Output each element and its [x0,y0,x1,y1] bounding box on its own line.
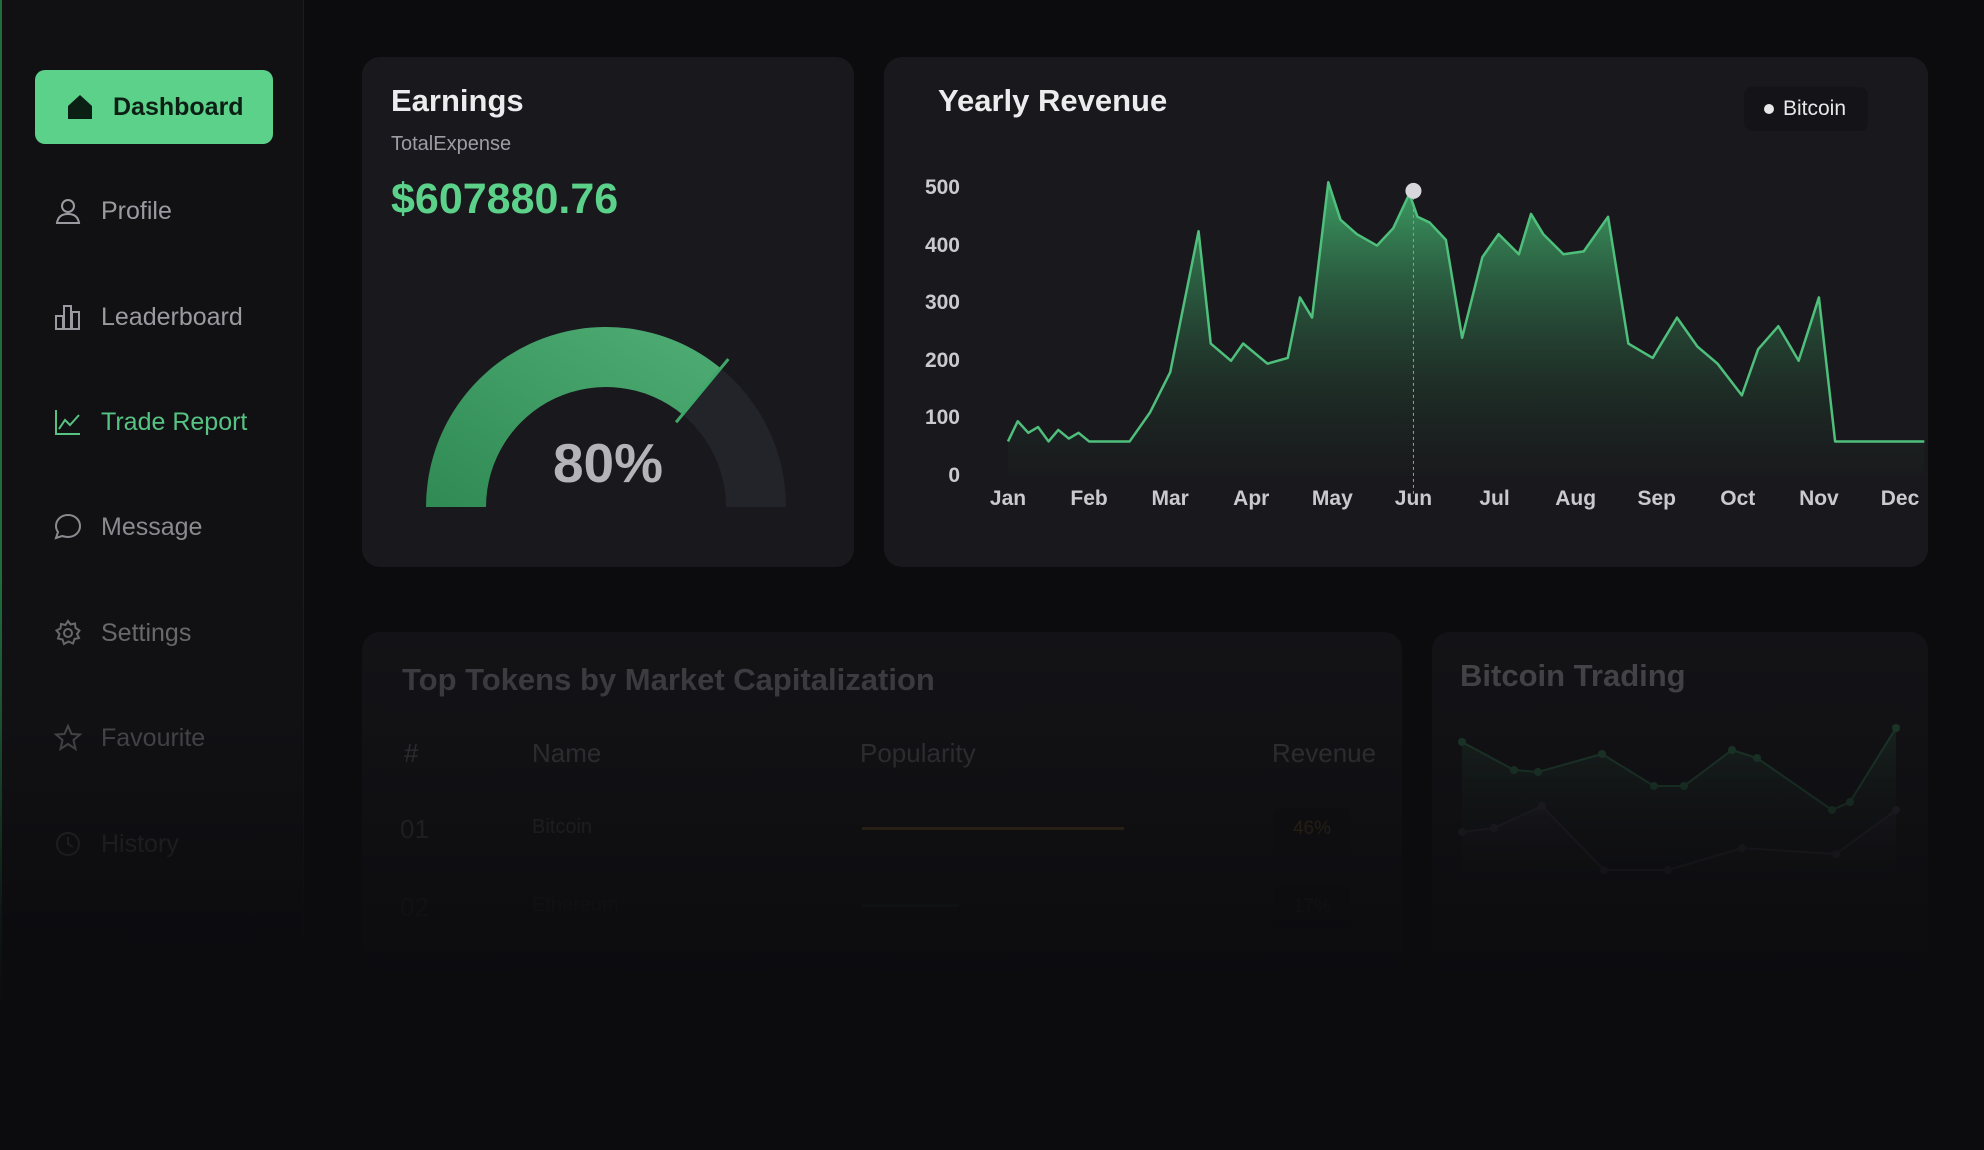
hover-point [1405,182,1422,199]
col-header-popularity: Popularity [860,738,976,768]
sidebar-item-settings[interactable]: Settings [35,596,273,670]
chat-bubble-icon [53,512,83,542]
bitcoin-trading-chart [1458,724,1900,902]
line-chart-icon [53,407,83,437]
user-icon [53,196,83,226]
y-tick-label: 400 [924,233,960,257]
revenue-badge: 17% [1274,886,1350,928]
x-tick-label: Jul [1479,487,1510,510]
gauge-fill [426,326,721,507]
sidebar: Dashboard Profile Leaderboard Trade Repo… [0,0,304,1150]
revenue-title: Yearly Revenue [938,83,1168,118]
x-tick-label: Jun [1394,487,1433,510]
star-icon [53,723,83,753]
legend-bitcoin[interactable]: Bitcoin [1744,87,1869,131]
x-tick-label: Aug [1555,487,1597,510]
gear-icon [53,618,83,648]
sidebar-item-trade-report[interactable]: Trade Report [35,385,273,459]
gauge-needle [674,358,730,424]
col-header-revenue: Revenue [1272,738,1377,768]
x-tick-label: Oct [1720,487,1756,510]
sidebar-item-label: Favourite [101,723,206,752]
bitcoin-trading-card: Bitcoin Trading [1432,632,1928,972]
sidebar-item-leaderboard[interactable]: Leaderboard [35,280,273,354]
sidebar-item-label: Leaderboard [101,302,243,331]
sidebar-item-label: Message [101,512,203,541]
x-tick-label: Jan [989,487,1027,510]
popularity-bar [862,827,1124,830]
revenue-badge: 46% [1274,808,1350,850]
legend-dot [1764,104,1774,114]
x-tick-label: Apr [1233,487,1270,510]
sidebar-item-profile[interactable]: Profile [35,174,273,248]
y-tick-label: 300 [924,291,960,315]
earnings-title: Earnings [391,83,524,118]
y-tick-label: 100 [924,406,960,430]
home-icon [65,92,95,122]
earnings-amount: $607880.76 [391,175,619,223]
popularity-bar [862,904,959,907]
bar-chart-icon [53,302,83,332]
earnings-gauge [426,326,786,507]
tokens-title: Top Tokens by Market Capitalization [402,662,935,697]
col-header-num: # [404,738,419,768]
x-tick-label: Feb [1070,487,1108,510]
earnings-card: Earnings TotalExpense $607880.76 80% [362,57,854,567]
x-tick-label: Nov [1799,487,1839,510]
sidebar-item-label: History [101,829,179,858]
earnings-subtitle: TotalExpense [391,133,512,155]
x-tick-label: May [1311,487,1353,510]
x-tick-label: Sep [1637,487,1676,510]
yearly-revenue-card: Yearly Revenue Bitcoin 500 400 300 200 100 0 … [884,57,1928,567]
sidebar-item-label: Trade Report [101,407,248,436]
col-header-name: Name [532,738,602,768]
revenue-chart [1006,180,1925,496]
sidebar-item-favourite[interactable]: Favourite [35,701,273,775]
gauge-percent-label: 80% [552,432,664,494]
x-tick-label: Mar [1151,487,1189,510]
sidebar-item-label: Dashboard [113,92,244,121]
y-tick-label: 200 [924,348,960,372]
sidebar-item-message[interactable]: Message [35,490,273,564]
legend-label: Bitcoin [1783,97,1847,120]
row-name: Ethereum [532,894,619,916]
sidebar-item-label: Settings [101,618,192,647]
y-tick-label: 0 [948,464,960,487]
row-num: 01 [400,814,429,844]
series-area-bitcoin [1008,182,1925,476]
x-tick-label: Dec [1880,487,1920,510]
row-name: Bitcoin [532,816,593,838]
sidebar-item-label: Profile [101,196,172,225]
sidebar-item-dashboard[interactable]: Dashboard [35,70,273,144]
sidebar-item-history[interactable]: History [35,807,273,881]
top-tokens-card: Top Tokens by Market Capitalization # Na… [362,632,1402,972]
clock-icon [53,829,83,859]
row-num: 02 [400,892,429,922]
y-tick-label: 500 [924,176,960,199]
